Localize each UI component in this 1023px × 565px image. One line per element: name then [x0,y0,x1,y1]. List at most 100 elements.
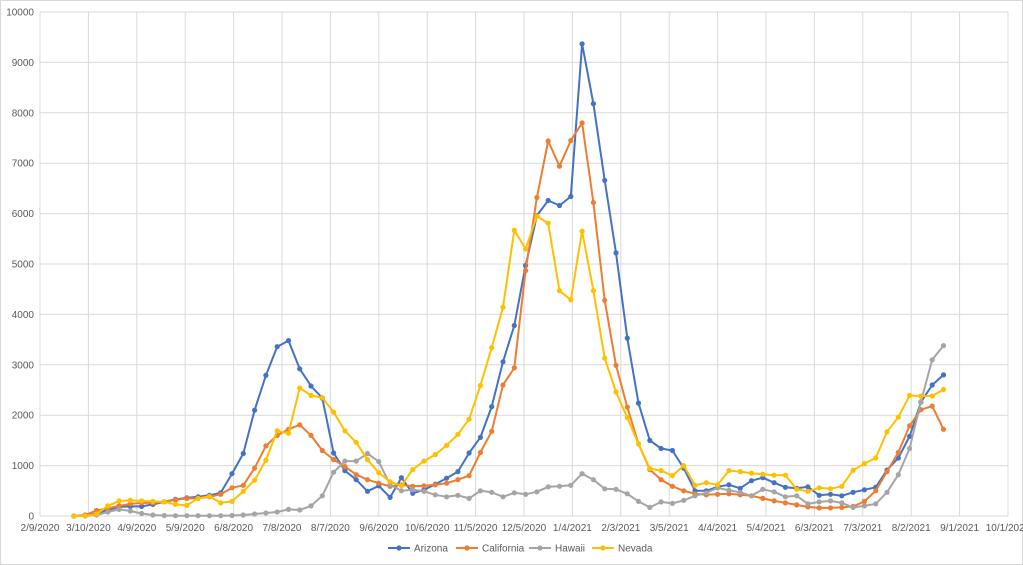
x-tick-label: 11/5/2020 [454,523,498,534]
data-point-hawaii [895,472,901,478]
data-point-nevada [726,468,732,474]
data-point-hawaii [150,512,156,518]
data-point-california [444,480,450,486]
x-tick-label: 5/4/2021 [747,523,786,534]
data-point-hawaii [477,488,483,494]
data-point-nevada [82,513,88,519]
data-point-arizona [579,41,585,47]
data-point-california [839,504,845,510]
data-point-nevada [590,288,597,294]
data-point-nevada [929,393,935,399]
data-point-california [681,488,687,494]
data-point-hawaii [873,501,879,507]
data-point-hawaii [703,490,709,496]
data-point-california [364,477,371,483]
data-point-arizona [466,450,472,456]
data-point-hawaii [771,489,777,495]
data-point-hawaii [410,487,416,493]
data-point-hawaii [918,399,924,405]
data-point-california [771,498,777,504]
data-point-hawaii [364,450,371,457]
data-point-nevada [252,477,258,483]
data-point-hawaii [252,511,258,517]
data-point-hawaii [398,488,404,494]
data-point-california [940,426,947,432]
data-point-hawaii [218,513,224,519]
data-point-nevada [218,500,224,506]
x-tick-label: 7/8/2020 [263,523,302,534]
data-point-nevada [907,392,913,399]
data-point-nevada [410,467,416,473]
data-point-california [353,472,359,478]
x-tick-label: 12/5/2020 [502,523,547,534]
data-point-arizona [940,372,947,378]
data-point-california [432,482,438,488]
data-point-nevada [353,439,359,445]
data-point-hawaii [444,494,450,500]
data-point-hawaii [342,458,348,464]
data-point-nevada [206,493,212,499]
data-point-arizona [602,177,608,183]
y-tick-label: 9000 [12,58,35,69]
data-point-hawaii [116,506,122,512]
data-point-hawaii [827,498,834,504]
x-tick-label: 1/4/2021 [553,523,592,534]
data-point-nevada [715,482,721,488]
data-point-hawaii [748,493,755,499]
data-point-california [873,488,879,494]
data-point-nevada [940,386,947,393]
data-point-hawaii [523,491,529,497]
data-point-california [263,443,269,449]
data-point-nevada [398,483,404,489]
data-point-nevada [511,227,517,233]
data-point-hawaii [545,484,551,490]
data-point-hawaii [455,492,461,498]
data-point-nevada [658,468,664,474]
data-point-nevada [579,228,585,234]
y-tick-label: 0 [28,512,34,523]
data-point-california [602,297,608,303]
data-point-nevada [184,502,190,508]
data-point-nevada [172,501,179,507]
data-point-nevada [703,480,709,486]
x-tick-label: 2/3/2021 [601,523,640,534]
data-point-hawaii [331,469,337,475]
data-point-arizona [331,450,337,456]
data-point-hawaii [500,494,506,500]
data-point-california [297,422,303,428]
data-point-arizona [929,382,935,388]
data-point-nevada [150,498,156,504]
data-point-arizona [308,383,314,389]
data-point-nevada [568,297,574,303]
data-point-california [466,473,472,479]
data-point-nevada [161,499,167,505]
legend-swatch-marker [396,545,402,551]
data-point-arizona [771,480,777,486]
data-point-hawaii [579,471,585,477]
x-tick-label: 2/9/2020 [21,523,60,534]
data-point-hawaii [760,486,766,492]
data-point-california [184,495,190,501]
legend-label: Hawaii [555,544,585,555]
data-point-hawaii [635,498,642,504]
data-point-hawaii [692,493,698,499]
data-point-arizona [500,359,506,365]
legend-item-hawaii: Hawaii [529,544,585,555]
data-point-california [669,483,676,489]
series-line-california [73,121,945,517]
data-point-arizona [489,404,495,410]
data-point-hawaii [534,489,540,495]
data-point-arizona [590,101,597,107]
y-tick-label: 8000 [12,108,35,119]
data-point-nevada [794,486,800,492]
data-point-hawaii [624,491,630,497]
data-point-california [816,505,822,511]
data-point-arizona [613,250,619,256]
data-point-nevada [613,389,619,395]
data-point-california [715,491,721,497]
x-tick-label: 5/9/2020 [166,523,205,534]
data-point-hawaii [489,489,495,495]
data-point-nevada [805,488,811,494]
data-point-nevada [364,457,371,463]
data-point-california [500,382,506,388]
